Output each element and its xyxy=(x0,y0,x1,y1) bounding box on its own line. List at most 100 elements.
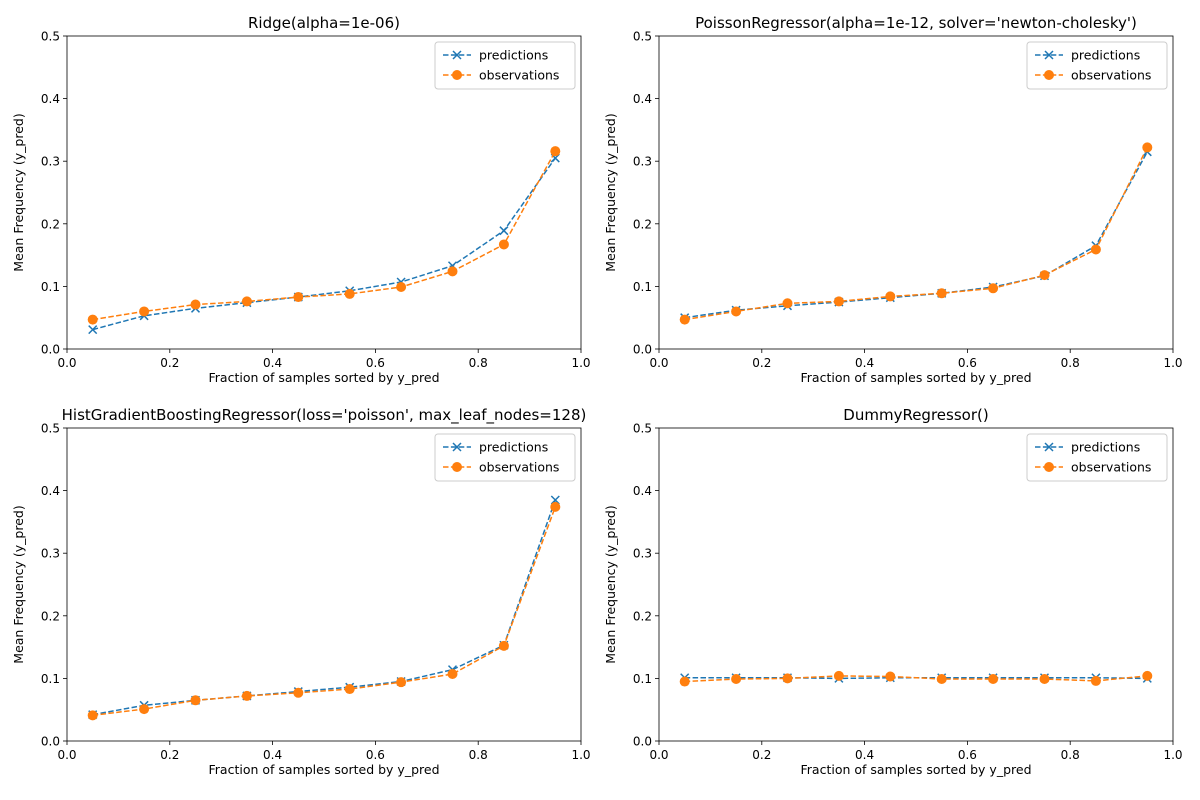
x-tick-label: 0.8 xyxy=(469,356,488,370)
observations-line xyxy=(92,150,556,321)
y-tick-label: 0.1 xyxy=(41,672,60,686)
series-observations xyxy=(679,142,1153,325)
x-tick-label: 0.6 xyxy=(366,748,385,762)
y-tick-label: 0.1 xyxy=(41,280,60,294)
x-tick-label: 0.0 xyxy=(57,356,76,370)
observations-point xyxy=(498,239,509,250)
observations-point xyxy=(396,677,407,688)
legend-circle-marker-icon xyxy=(452,70,462,80)
legend: predictions observations xyxy=(1026,433,1168,482)
observations-point xyxy=(396,282,407,293)
y-tick-label: 0.4 xyxy=(633,92,652,106)
legend-label: predictions xyxy=(479,48,548,63)
legend-x-marker-icon xyxy=(452,442,462,452)
legend-item-predictions: predictions xyxy=(443,48,548,63)
y-axis-label: Mean Frequency (y_pred) xyxy=(11,505,26,663)
series-observations xyxy=(87,501,561,721)
x-tick-label: 0.8 xyxy=(469,748,488,762)
legend-item-observations: observations xyxy=(443,68,559,83)
y-tick-label: 0.5 xyxy=(41,30,60,44)
observations-line xyxy=(684,675,1148,683)
x-tick-label: 0.0 xyxy=(649,356,668,370)
x-tick-label: 0.2 xyxy=(752,356,771,370)
x-tick-label: 1.0 xyxy=(571,356,590,370)
legend-label: observations xyxy=(479,68,559,83)
x-tick-label: 0.6 xyxy=(366,356,385,370)
legend-box xyxy=(434,41,576,90)
x-tick-label: 0.8 xyxy=(1061,748,1080,762)
observations-point xyxy=(988,283,999,294)
subplot-title: HistGradientBoostingRegressor(loss='pois… xyxy=(62,406,587,425)
legend-item-predictions: predictions xyxy=(443,440,548,455)
x-tick-label: 0.0 xyxy=(57,748,76,762)
observations-point xyxy=(679,676,690,687)
observations-point xyxy=(936,674,947,685)
observations-point xyxy=(241,690,252,701)
y-tick-label: 0.5 xyxy=(41,422,60,436)
x-axis-label: Fraction of samples sorted by y_pred xyxy=(209,762,440,777)
observations-point xyxy=(731,674,742,685)
legend-item-observations: observations xyxy=(1035,460,1151,475)
series-predictions xyxy=(88,153,560,335)
predictions-point xyxy=(499,226,509,236)
y-tick-label: 0.4 xyxy=(633,484,652,498)
y-tick-label: 0.0 xyxy=(41,343,60,357)
y-tick-label: 0.3 xyxy=(633,547,652,561)
observations-point xyxy=(885,671,896,682)
subplot-title: Ridge(alpha=1e-06) xyxy=(248,14,400,32)
x-axis-label: Fraction of samples sorted by y_pred xyxy=(209,370,440,385)
observations-point xyxy=(1039,270,1050,281)
legend-label: predictions xyxy=(1071,48,1140,63)
y-tick-label: 0.1 xyxy=(633,280,652,294)
x-tick-label: 1.0 xyxy=(1163,356,1182,370)
series-predictions xyxy=(88,495,560,720)
x-tick-label: 0.4 xyxy=(263,356,282,370)
y-tick-label: 0.3 xyxy=(41,547,60,561)
observations-point xyxy=(190,299,201,310)
series-observations xyxy=(87,146,561,325)
legend-x-marker-icon xyxy=(1044,442,1054,452)
subplot-4: DummyRegressor() 0.0 0.2 0.4 0.6 0.8 1.0 0.0 0.1… xyxy=(603,406,1183,777)
legend-x-marker-icon xyxy=(1044,50,1054,60)
subplot-3: HistGradientBoostingRegressor(loss='pois… xyxy=(11,406,591,777)
x-tick-label: 0.6 xyxy=(958,356,977,370)
x-axis-label: Fraction of samples sorted by y_pred xyxy=(801,370,1032,385)
observations-point xyxy=(782,673,793,684)
y-tick-label: 0.2 xyxy=(633,217,652,231)
y-tick-label: 0.2 xyxy=(633,609,652,623)
legend-label: observations xyxy=(1071,68,1151,83)
observations-point xyxy=(1090,675,1101,686)
observations-point xyxy=(293,292,304,303)
y-tick-label: 0.3 xyxy=(41,155,60,169)
observations-point xyxy=(1142,142,1153,153)
y-tick-label: 0.2 xyxy=(41,609,60,623)
predictions-line xyxy=(684,151,1148,319)
x-tick-label: 1.0 xyxy=(571,748,590,762)
predictions-line xyxy=(92,499,557,716)
observations-point xyxy=(87,710,98,721)
y-axis-label: Mean Frequency (y_pred) xyxy=(603,113,618,271)
observations-point xyxy=(936,288,947,299)
x-axis-label: Fraction of samples sorted by y_pred xyxy=(801,762,1032,777)
subplot-title: DummyRegressor() xyxy=(843,406,988,424)
observations-point xyxy=(293,687,304,698)
x-tick-label: 0.2 xyxy=(160,748,179,762)
observations-point xyxy=(731,306,742,317)
y-tick-label: 0.5 xyxy=(633,30,652,44)
series-predictions xyxy=(680,147,1152,323)
predictions-point xyxy=(88,325,98,335)
observations-line xyxy=(684,147,1148,321)
x-tick-label: 0.6 xyxy=(958,748,977,762)
axes-frame xyxy=(658,35,1174,350)
legend: predictions observations xyxy=(434,41,576,90)
y-tick-label: 0.3 xyxy=(633,155,652,169)
observations-point xyxy=(344,684,355,695)
subplot-1: Ridge(alpha=1e-06) 0.0 0.2 0.4 0.6 0.8 1.0 0.0 0… xyxy=(11,14,591,385)
axes-frame xyxy=(658,427,1174,742)
x-tick-label: 0.0 xyxy=(649,748,668,762)
observations-point xyxy=(833,296,844,307)
observations-point xyxy=(344,288,355,299)
y-tick-label: 0.0 xyxy=(633,735,652,749)
predictions-line xyxy=(92,157,556,331)
